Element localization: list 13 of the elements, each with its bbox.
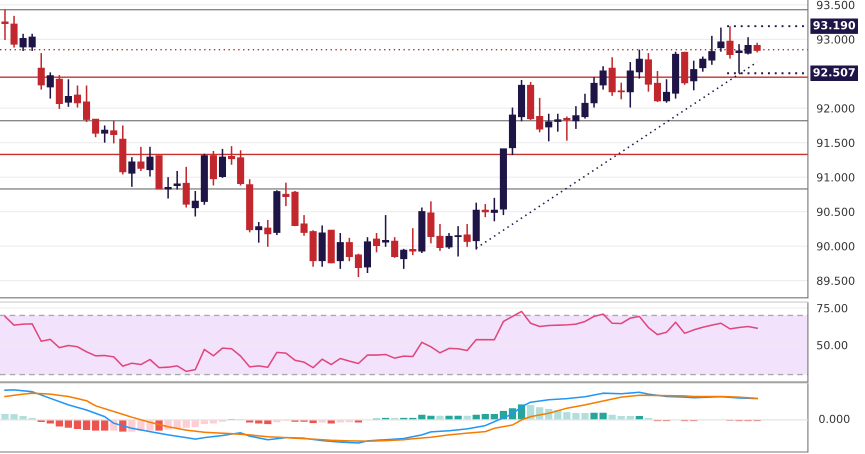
- y-tick-label: 92.000: [816, 104, 854, 113]
- y-tick-label: 91.000: [816, 173, 854, 182]
- text: 0.000: [819, 414, 850, 424]
- y-tick-label: 89.500: [816, 276, 854, 285]
- y-tick-label: 50.00: [817, 340, 848, 350]
- y-tick-label: 91.500: [816, 138, 854, 148]
- ref-line-label: 93.190: [813, 21, 856, 30]
- ref-line-label: 92.507: [813, 68, 855, 77]
- y-tick-label: 90.000: [816, 242, 854, 250]
- y-tick-label: 75.00: [817, 304, 848, 312]
- y-tick-label: 93.000: [816, 35, 854, 44]
- y-tick-label: 93.500: [816, 0, 854, 10]
- y-tick-label: 90.500: [816, 208, 854, 216]
